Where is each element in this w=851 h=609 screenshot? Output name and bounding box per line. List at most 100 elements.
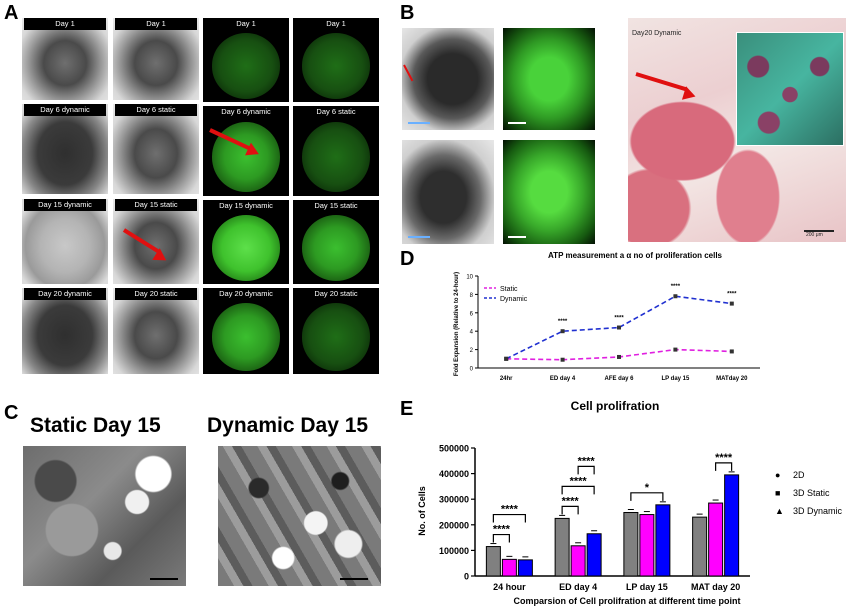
dynamic-em-title: Dynamic Day 15 — [207, 414, 369, 437]
scale-bar — [340, 578, 368, 580]
image-label: Day 15 static — [115, 199, 197, 211]
significance-label: **** — [501, 504, 519, 516]
y-tick-label: 500000 — [439, 444, 469, 454]
significance-bracket — [577, 465, 595, 475]
panel-c-letter: C — [4, 402, 19, 424]
image-label: Day 20 dynamic — [205, 288, 287, 300]
bar — [623, 512, 639, 577]
image-label: Day 6 dynamic — [205, 106, 287, 118]
significance-bracket — [715, 462, 733, 471]
fluorescence-image: Day 15 static — [293, 200, 379, 284]
x-tick-label: ED day 4 — [550, 376, 576, 382]
fluorescence-image: Day 1 — [203, 18, 289, 102]
x-tick-label: MAT day 20 — [691, 582, 740, 592]
scale-bar — [150, 578, 178, 580]
data-point — [673, 294, 678, 299]
bar — [724, 474, 740, 577]
y-tick-label: 0 — [464, 572, 469, 582]
image-label: Day 20 dynamic — [24, 288, 106, 300]
x-tick-label: AFE day 6 — [604, 376, 634, 382]
fluorescence-image: Day 6 static — [293, 106, 379, 196]
y-tick-label: 4 — [470, 330, 474, 336]
brightfield-image — [402, 140, 494, 244]
y-tick-label: 400000 — [439, 469, 469, 479]
fluorescence-image: Day 20 dynamic — [203, 288, 289, 374]
brightfield-image: Day 6 dynamic — [22, 104, 108, 194]
x-tick-label: 24hr — [500, 376, 513, 382]
spheroid-blob — [211, 303, 281, 371]
significance-label: **** — [558, 319, 568, 325]
bar — [655, 504, 671, 577]
image-label: Day 6 static — [115, 104, 197, 116]
image-label: Day 6 static — [295, 106, 377, 118]
y-tick-label: 200000 — [439, 520, 469, 530]
image-label: Day 20 static — [115, 288, 197, 300]
data-point — [617, 354, 621, 359]
significance-label: * — [645, 482, 650, 494]
em-static-image — [23, 446, 186, 586]
brightfield-image: Day 20 dynamic — [22, 288, 108, 374]
x-tick-label: LP day 15 — [661, 376, 690, 382]
brightfield-image: Day 15 dynamic — [22, 199, 108, 284]
y-tick-label: 0 — [470, 367, 474, 373]
brightfield-image: Day 1 — [113, 18, 199, 100]
brightfield-image: Day 1 — [22, 18, 108, 100]
image-label: Day 1 — [295, 18, 377, 30]
bar — [639, 514, 655, 577]
fluorescence-image: Day 15 dynamic — [203, 200, 289, 284]
data-point — [617, 325, 621, 330]
significance-bracket — [630, 492, 664, 501]
panel-a-letter: A — [4, 2, 19, 24]
fluorescence-image: Day 1 — [293, 18, 379, 102]
bar — [517, 559, 533, 577]
bar — [570, 545, 586, 577]
bar — [708, 502, 724, 577]
data-point — [504, 356, 509, 361]
legend-label-3d-static: 3D Static — [793, 488, 830, 498]
brightfield-image: Day 6 static — [113, 104, 199, 194]
plot-area: 0 100000 200000 300000 400000 500000 24 hour ED… — [439, 444, 750, 592]
data-point — [729, 301, 734, 306]
plot-area: 0 2 4 6 8 10 24hr ED day 4 AFE day 6 LP day 15 MAT… — [466, 275, 760, 382]
scale-bar — [408, 122, 430, 124]
panel-b-letter: B — [400, 2, 415, 24]
image-label: Day 6 dynamic — [24, 104, 106, 116]
image-label: Day 15 dynamic — [24, 199, 106, 211]
fluorescence-image: Day 20 static — [293, 288, 379, 374]
significance-label: **** — [493, 524, 511, 536]
spheroid-blob — [211, 33, 281, 99]
legend-marker-3d-dynamic: ▲ — [775, 506, 784, 516]
image-label: Day 20 static — [295, 288, 377, 300]
fluorescence-image — [503, 28, 595, 130]
legend-label-dynamic: Dynamic — [500, 296, 528, 303]
y-tick-label: 300000 — [439, 495, 469, 505]
significance-label: **** — [715, 452, 733, 464]
image-label: Day 1 — [205, 18, 287, 30]
static-em-title: Static Day 15 — [30, 414, 161, 437]
significance-bracket — [492, 513, 526, 523]
spheroid-blob — [301, 215, 371, 281]
significance-label: **** — [614, 316, 624, 322]
data-point — [729, 349, 734, 354]
y-tick-label: 2 — [470, 348, 474, 354]
scale-bar — [804, 230, 834, 232]
y-tick-label: 10 — [466, 275, 473, 281]
chart-title: ATP measurement a α no of proliferation … — [548, 251, 723, 260]
bar — [692, 516, 708, 577]
legend-label-3d-dynamic: 3D Dynamic — [793, 506, 843, 516]
significance-label: **** — [578, 455, 596, 467]
scale-bar — [508, 122, 526, 124]
image-label: Day 15 dynamic — [205, 200, 287, 212]
he-inset-image — [736, 32, 844, 146]
legend-marker-3d-static: ■ — [775, 488, 780, 498]
significance-label: **** — [570, 475, 588, 487]
spheroid-blob — [301, 122, 371, 193]
brightfield-image: Day 20 static — [113, 288, 199, 374]
y-tick-label: 100000 — [439, 546, 469, 556]
bar — [554, 517, 570, 577]
brightfield-image — [402, 28, 494, 130]
spheroid-blob — [301, 303, 371, 371]
brightfield-image: Day 15 static — [113, 199, 199, 284]
bar — [485, 546, 501, 577]
x-tick-label: LP day 15 — [626, 582, 668, 592]
